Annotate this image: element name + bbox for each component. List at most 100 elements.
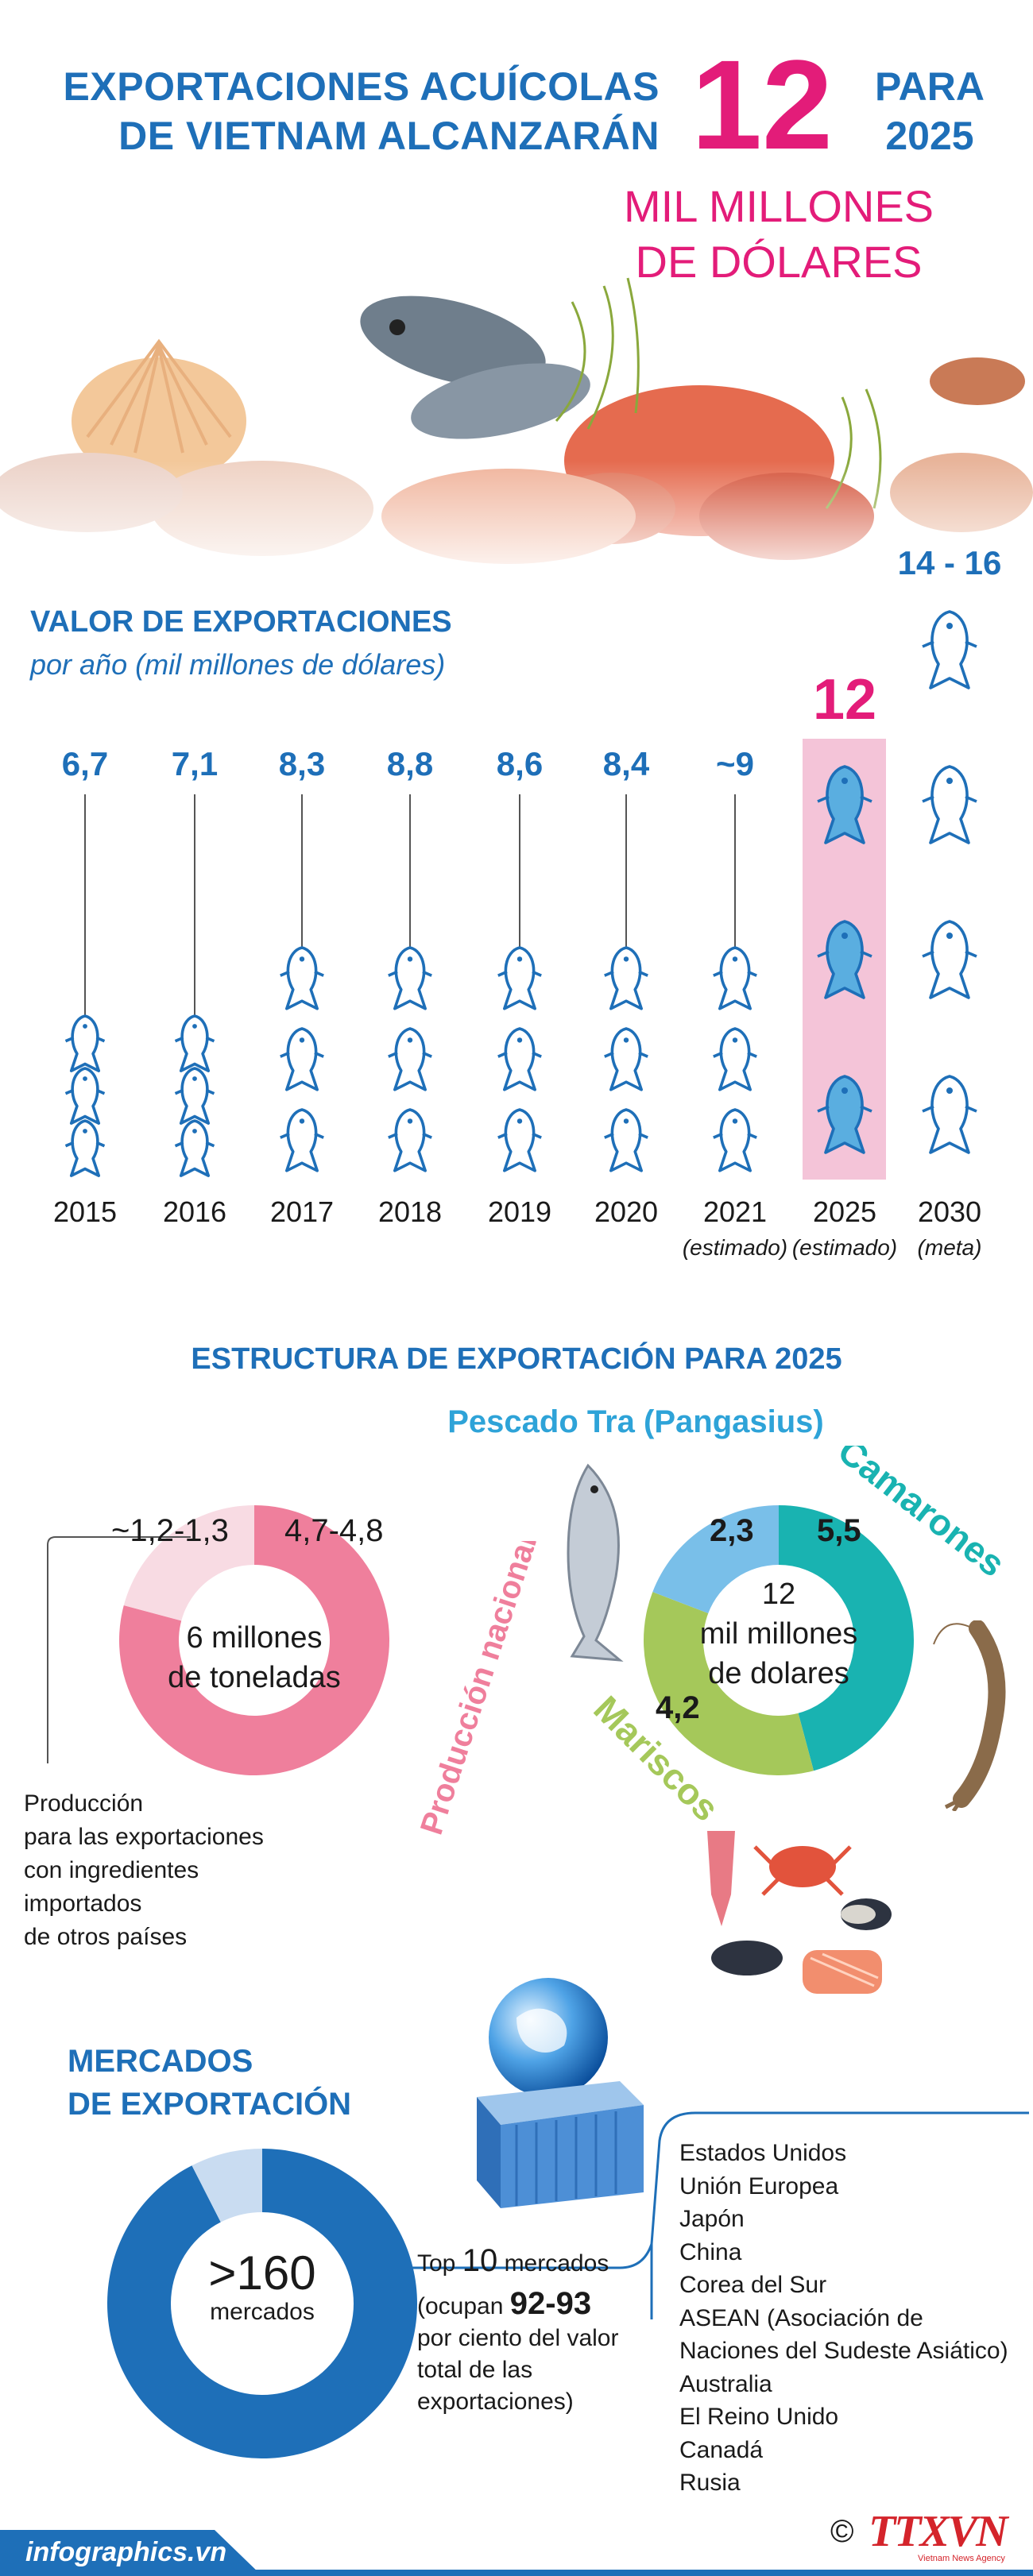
ttxvn-logo: © TTXVN Vietnam News Agency [830,2506,1021,2570]
year-note-2030: (meta) [917,1235,982,1260]
right-center-line-3: de dolares [708,1657,849,1690]
shrimp-value-label: 5,5 [817,1513,861,1548]
year-label-2017: 2017 [269,1195,335,1228]
shrimp-illustration-icon [933,1620,1006,1811]
occupy-rest-3: exportaciones) [417,2389,574,2415]
shrimp-caption: Camarones [830,1446,1012,1585]
seafood-caption: Mariscos [586,1688,727,1829]
value-label-2021: ~9 [716,745,754,782]
value-label-2015: 6,7 [61,745,109,782]
left-donut-chart [118,1505,389,1775]
others-share-segment [192,2149,262,2223]
footer-bar [0,2530,1033,2576]
country-item: Australia [679,2370,772,2397]
right-center-line-2: mil millones [699,1617,858,1651]
title-subtitle: MIL MILLONES DE DÓLARES [556,179,1001,290]
fish-icon [388,1027,432,1091]
fish-icon [64,1119,106,1177]
squid-icon [930,357,1025,405]
para-line-1: PARA [875,64,985,109]
fish-icon [713,946,757,1010]
national-value-label: 4,7-4,8 [284,1513,384,1548]
year-label-2020: 2020 [594,1195,659,1228]
title-para: PARA 2025 [858,62,1001,160]
note-line-1: Producción [24,1790,144,1817]
footer-site[interactable]: infographics.vn [25,2537,227,2567]
top10-line: Top 10 mercados [417,2245,656,2280]
year-label-2018: 2018 [377,1195,443,1228]
country-item: Japón [679,2206,745,2232]
fish-icon [64,1014,106,1072]
value-label-2025: 12 [812,668,877,732]
markets-donut-chart [107,2149,417,2458]
fish-icon [713,1108,757,1172]
country-item: Corea del Sur [679,2272,827,2298]
bracket-line [47,1536,191,1763]
note-line-3: con ingredientes [24,1857,199,1883]
top10-number: 10 [462,2243,498,2278]
fish-icon [497,1027,542,1091]
national-caption-arc: Producción nacional [414,1541,540,1835]
fish-illustration-icon [360,295,546,388]
fish-icon [604,946,648,1010]
year-label-2015: 2015 [52,1195,118,1228]
country-list: Estados Unidos Unión Europea Japón China Cor… [679,2137,1029,2500]
note-line-2: para las exportaciones [24,1824,264,1850]
fish-icon [280,1108,324,1172]
year-label-2021: 2021 [702,1195,768,1228]
export-value-title: VALOR DE EXPORTACIONES [30,605,452,639]
logo-subtext: Vietnam News Agency [918,2554,1005,2563]
year-label-2019: 2019 [487,1195,552,1228]
fish-icon [604,1108,648,1172]
value-label-2018: 8,8 [386,745,434,782]
fish-icon [497,946,542,1010]
country-item: Unión Europea [679,2172,839,2199]
left-donut-center: 6 millones de toneladas [159,1618,350,1697]
occupy-rest-1: por ciento del valor [417,2325,619,2351]
fish-icon [280,946,324,1010]
title-big-number: 12 [691,33,833,176]
seafood-value-label: 4,2 [656,1690,700,1725]
country-item: Naciones del Sudeste Asiático) [679,2338,1008,2364]
year-note-2021: (estimado) [682,1235,788,1260]
seafood-group-icon [707,1831,892,1994]
subtitle-line-1: MIL MILLONES [623,181,934,231]
tra-value-label: 2,3 [710,1513,754,1548]
occupy-value: 92-93 [509,2286,592,2321]
fish-icon [280,1027,324,1091]
shrimp-caption-svg: Camarones [830,1446,1012,1585]
tra-segment [652,1505,779,1613]
structure-title: ESTRUCTURA DE EXPORTACIÓN PARA 2025 [191,1342,842,1376]
year-label-2030: 2030 [917,1195,982,1228]
markets-count-label: mercados [210,2299,315,2325]
top10-share-segment [107,2149,417,2458]
country-item: Canadá [679,2436,764,2463]
value-label-2016: 7,1 [171,745,219,782]
national-segment [118,1505,389,1775]
year-label-2025: 2025 [812,1195,877,1228]
top10-text: Top 10 mercados (ocupan 92-93 por ciento… [417,2245,656,2418]
national-production-caption: Producción nacional [414,1541,540,1835]
fish-icon [817,920,872,999]
title-line-1: EXPORTACIONES ACUÍCOLAS [63,64,660,109]
left-center-line-2: de toneladas [168,1661,341,1694]
fish-chart [64,610,977,1177]
right-donut-chart [644,1505,914,1775]
markets-center: >160 mercados [143,2248,381,2326]
export-value-subtitle: por año (mil millones de dólares) [30,648,446,681]
title-main: EXPORTACIONES ACUÍCOLAS DE VIETNAM ALCAN… [32,62,660,160]
country-item: China [679,2238,742,2265]
subtitle-line-2: DE DÓLARES [635,237,923,287]
logo-text: TTXVN [869,2507,1008,2556]
seafood-segment [644,1592,814,1775]
scallop-icon [72,357,246,485]
para-line-2: 2025 [885,114,974,158]
right-center-line-1: 12 [761,1578,796,1611]
year-label-2016: 2016 [162,1195,227,1228]
connector-line [385,2111,1029,2319]
country-item: El Reino Unido [679,2404,839,2430]
fish-icon [174,1067,215,1125]
note-line-5: de otros países [24,1924,188,1950]
copyright-symbol: © [830,2514,854,2549]
fish-icon [922,1075,977,1154]
